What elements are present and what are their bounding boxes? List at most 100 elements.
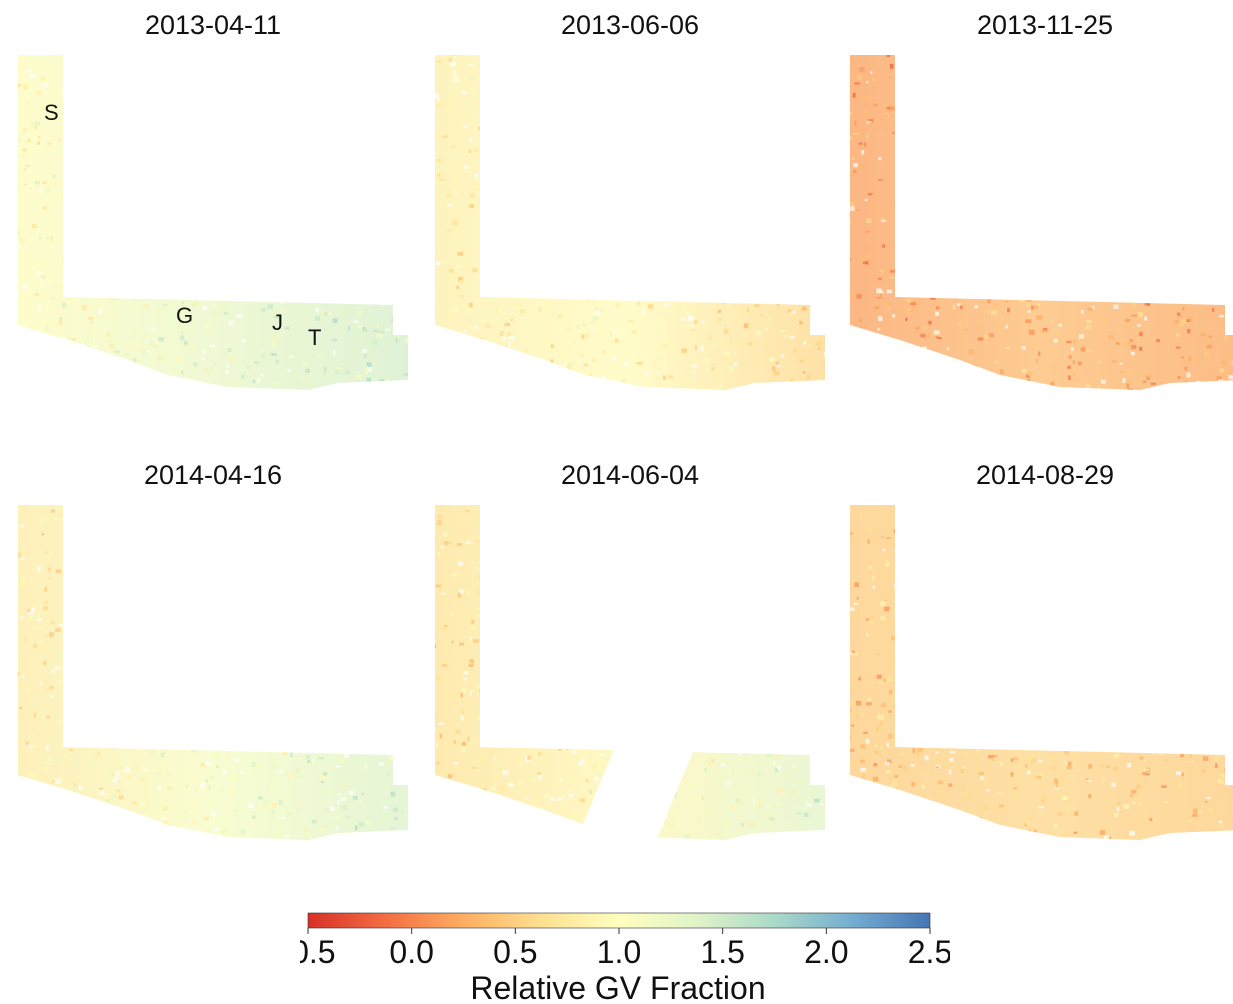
map-pixel	[401, 165, 404, 169]
map-pixel	[267, 274, 270, 277]
map-pixel	[612, 128, 617, 132]
map-pixel	[25, 626, 29, 629]
map-pixel	[482, 838, 486, 840]
map-pixel	[616, 389, 621, 390]
map-pixel	[191, 50, 195, 54]
map-pixel	[859, 67, 865, 72]
map-pixel	[1081, 652, 1085, 658]
map-pixel	[72, 583, 77, 589]
map-pixel	[308, 386, 312, 390]
map-pixel	[733, 206, 737, 209]
map-pixel	[297, 160, 302, 165]
map-pixel	[1004, 176, 1011, 181]
map-pixel	[678, 272, 682, 277]
map-pixel	[103, 81, 106, 86]
map-pixel	[42, 105, 45, 111]
map-pixel	[545, 275, 551, 280]
map-pixel	[160, 296, 166, 300]
map-pixel	[1177, 312, 1181, 316]
map-pixel	[198, 686, 201, 691]
map-pixel	[885, 301, 890, 306]
map-pixel	[48, 844, 52, 846]
map-pixel	[75, 814, 79, 819]
map-pixel	[58, 138, 62, 142]
map-pixel	[934, 241, 937, 247]
map-pixel	[40, 680, 43, 686]
map-pixel	[19, 374, 22, 379]
map-pixel	[676, 82, 683, 86]
map-pixel	[206, 190, 211, 193]
map-pixel	[231, 776, 237, 781]
map-pixel	[1031, 631, 1037, 634]
map-pixel	[127, 132, 131, 135]
map-pixel	[633, 170, 637, 175]
map-pixel	[122, 822, 126, 826]
map-pixel	[584, 506, 589, 510]
map-pixel	[1065, 155, 1069, 158]
map-pixel	[896, 389, 901, 390]
panel-date: 2013-11-25	[976, 10, 1114, 40]
map-pixel	[615, 521, 619, 527]
map-pixel	[684, 99, 688, 103]
map-pixel	[580, 187, 586, 191]
map-pixel	[1066, 765, 1073, 770]
map-pixel	[657, 327, 662, 330]
map-pixel	[263, 638, 269, 644]
map-pixel	[114, 738, 119, 742]
map-pixel	[737, 196, 741, 200]
map-pixel	[162, 779, 167, 783]
map-pixel	[723, 506, 725, 511]
map-pixel	[728, 76, 733, 80]
map-pixel	[1054, 219, 1060, 223]
map-pixel	[1044, 681, 1051, 687]
map-pixel	[990, 73, 997, 76]
map-pixel	[568, 640, 572, 643]
map-pixel	[1206, 344, 1213, 349]
map-pixel	[104, 798, 110, 803]
map-pixel	[566, 256, 570, 259]
map-pixel	[738, 753, 741, 757]
map-pixel	[692, 782, 696, 788]
map-pixel	[1133, 276, 1137, 280]
map-pixel	[309, 214, 313, 218]
map-pixel	[260, 373, 264, 377]
map-pixel	[48, 335, 53, 340]
map-pixel	[391, 212, 398, 218]
map-pixel	[1046, 286, 1050, 291]
map-pixel	[988, 742, 992, 746]
map-pixel	[1059, 160, 1064, 166]
map-pixel	[106, 333, 111, 337]
map-pixel	[26, 169, 30, 172]
map-pixel	[637, 667, 642, 671]
map-pixel	[368, 125, 375, 129]
map-pixel	[396, 560, 402, 564]
map-pixel	[18, 326, 22, 331]
map-pixel	[826, 200, 829, 205]
map-pixel	[271, 709, 274, 712]
map-pixel	[205, 588, 209, 594]
map-pixel	[246, 268, 252, 272]
map-pixel	[1027, 310, 1031, 313]
map-pixel	[465, 509, 470, 513]
map-pixel	[166, 626, 172, 630]
map-pixel	[348, 790, 355, 795]
map-pixel	[1178, 323, 1183, 327]
map-pixel	[402, 147, 406, 153]
map-pixel	[238, 62, 242, 66]
map-pixel	[452, 344, 456, 348]
map-pixel	[850, 532, 853, 535]
map-pixel	[496, 145, 501, 150]
map-pixel	[501, 282, 504, 286]
map-pixel	[453, 740, 456, 744]
map-pixel	[395, 585, 401, 589]
map-pixel	[174, 289, 179, 293]
map-pixel	[577, 139, 581, 145]
map-pixel	[83, 345, 86, 348]
map-pixel	[805, 80, 809, 84]
map-pixel	[816, 548, 822, 553]
map-pixel	[252, 227, 257, 232]
map-pixel	[626, 586, 629, 590]
map-pixel	[150, 826, 156, 831]
map-pixel	[590, 633, 596, 636]
map-pixel	[502, 534, 507, 539]
